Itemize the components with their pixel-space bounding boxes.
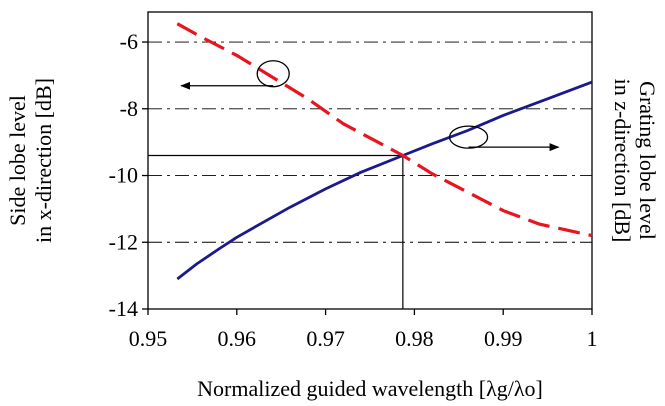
y-axis-label-left-line-2: in x-direction [dB] <box>31 78 56 243</box>
y-tick-label: -6 <box>120 29 138 54</box>
reference-lines <box>148 154 404 309</box>
y-tick-labels: -14 -12 -10 -8 -6 <box>109 29 138 321</box>
x-tick-label: 0.99 <box>484 326 523 351</box>
tick-marks <box>142 41 593 315</box>
y-tick-label: -10 <box>109 163 138 188</box>
x-axis-label: Normalized guided wavelength [λg/λo] <box>197 376 543 401</box>
x-tick-label: 0.97 <box>306 326 345 351</box>
x-tick-label: 0.96 <box>218 326 257 351</box>
x-tick-labels: 0.95 0.96 0.97 0.98 0.99 1 <box>129 326 598 351</box>
grid-lines <box>148 41 592 243</box>
series-line-2 <box>176 22 593 238</box>
x-tick-label: 0.98 <box>395 326 434 351</box>
annotation-ellipse-right <box>448 125 489 149</box>
x-tick-label: 1 <box>587 326 598 351</box>
y-axis-label-right: Grating lobe level in z-direction [dB] <box>610 79 660 243</box>
y-axis-label-right-line-2: in z-direction [dB] <box>610 79 635 243</box>
y-axis-label-right-line-1: Grating lobe level <box>635 81 660 240</box>
annotation-ellipse-left <box>256 60 290 88</box>
y-tick-label: -12 <box>109 229 138 254</box>
y-tick-label: -8 <box>120 96 138 121</box>
y-tick-label: -14 <box>109 296 138 321</box>
y-axis-label-left: Side lobe level in x-direction [dB] <box>5 78 56 243</box>
plot-area <box>147 11 593 310</box>
y-axis-label-left-line-1: Side lobe level <box>5 95 30 226</box>
series-layer <box>176 22 593 281</box>
series-line-1 <box>176 80 593 281</box>
x-tick-label: 0.95 <box>129 326 168 351</box>
annotations <box>180 60 560 152</box>
